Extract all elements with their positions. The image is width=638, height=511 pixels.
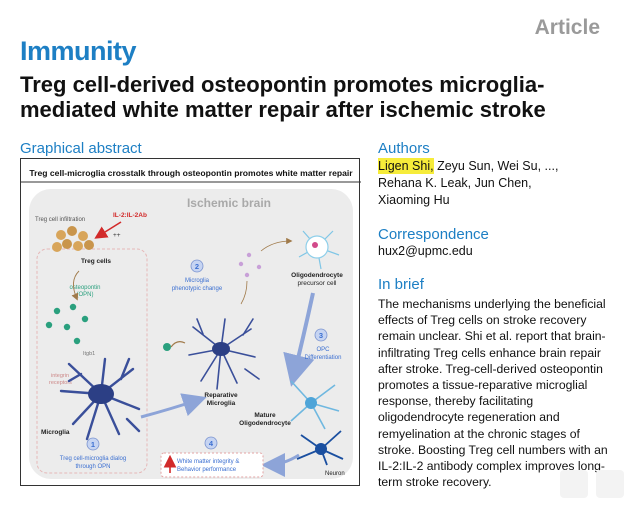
brain-region: [29, 189, 353, 479]
treg-cells-label: Treg cells: [81, 258, 111, 265]
step3-text-2: Differentiation: [305, 355, 342, 361]
mature-label-1: Mature: [254, 412, 276, 419]
step4-number: 4: [209, 439, 214, 448]
mature-label-2: Oligodendrocyte: [239, 420, 291, 427]
graphical-abstract-svg: Treg cell-microglia crosstalk through os…: [21, 168, 361, 479]
in-brief-heading: In brief: [378, 276, 424, 293]
neuron-label: Neuron: [325, 471, 345, 477]
step3-text-1: OPC: [316, 347, 330, 353]
integrin-label-2: receptors: [49, 380, 72, 386]
treg-infiltration-label: Treg cell infiltration: [35, 217, 85, 223]
graphical-abstract-heading: Graphical abstract: [20, 140, 142, 157]
opn-label-1: osteopontin: [69, 285, 100, 291]
microglia-soma: [88, 384, 114, 404]
step4-box: [160, 452, 264, 478]
authors-line3: Xiaoming Hu: [378, 193, 450, 207]
opc-label-1: Oligodendrocyte: [291, 272, 343, 279]
correspondence-email[interactable]: hux2@upmc.edu: [378, 244, 473, 258]
step1-text-1: Treg cell-microglia dialog: [60, 456, 126, 462]
step2-number: 2: [195, 262, 199, 271]
il2-label: IL-2:IL-2Ab: [113, 212, 147, 219]
step1-text-2: through OPN: [75, 464, 110, 470]
step2-text-2: phenotypic change: [172, 286, 223, 292]
opc-label-2: precursor cell: [297, 280, 337, 287]
itgb1-label: Itgb1: [83, 351, 95, 357]
microglia-label: Microglia: [41, 429, 70, 436]
opn-dots: [45, 303, 89, 345]
graphical-abstract-figure: Treg cell-microglia crosstalk through os…: [20, 158, 361, 486]
reparative-label-2: Microglia: [207, 400, 236, 407]
authors-heading: Authors: [378, 140, 430, 157]
authors-line2: Rehana K. Leak, Jun Chen,: [378, 176, 532, 190]
step4-text-1: White matter integrity &: [177, 459, 239, 465]
step2-text-1: Microglia: [185, 278, 210, 284]
faded-overlay-box: [560, 470, 588, 498]
step4-text-2: Behavior performance: [177, 467, 237, 473]
reparative-label-1: Reparative: [204, 392, 238, 399]
step3-number: 3: [319, 331, 323, 340]
in-brief-text: The mechanisms underlying the beneficial…: [378, 297, 608, 490]
article-type-label: Article: [534, 16, 600, 39]
treg-cells-cluster: [52, 226, 94, 252]
faded-overlay-box: [596, 470, 624, 498]
correspondence-heading: Correspondence: [378, 226, 489, 243]
ga-banner: Treg cell-microglia crosstalk through os…: [29, 168, 353, 178]
first-author-highlight: Ligen Shi,: [378, 158, 434, 174]
authors-list: Ligen Shi, Zeyu Sun, Wei Su, ..., Rehana…: [378, 158, 618, 209]
opn-label-2: (OPN): [77, 292, 94, 298]
step1-number: 1: [91, 440, 95, 449]
ischemic-brain-label: Ischemic brain: [187, 196, 271, 210]
authors-line1-rest: Zeyu Sun, Wei Su, ...,: [433, 159, 559, 173]
integrin-label-1: integrin: [51, 373, 69, 379]
article-title: Treg cell-derived osteopontin promotes m…: [20, 72, 546, 122]
journal-name: Immunity: [20, 36, 137, 66]
plus-label: ++: [113, 232, 121, 239]
